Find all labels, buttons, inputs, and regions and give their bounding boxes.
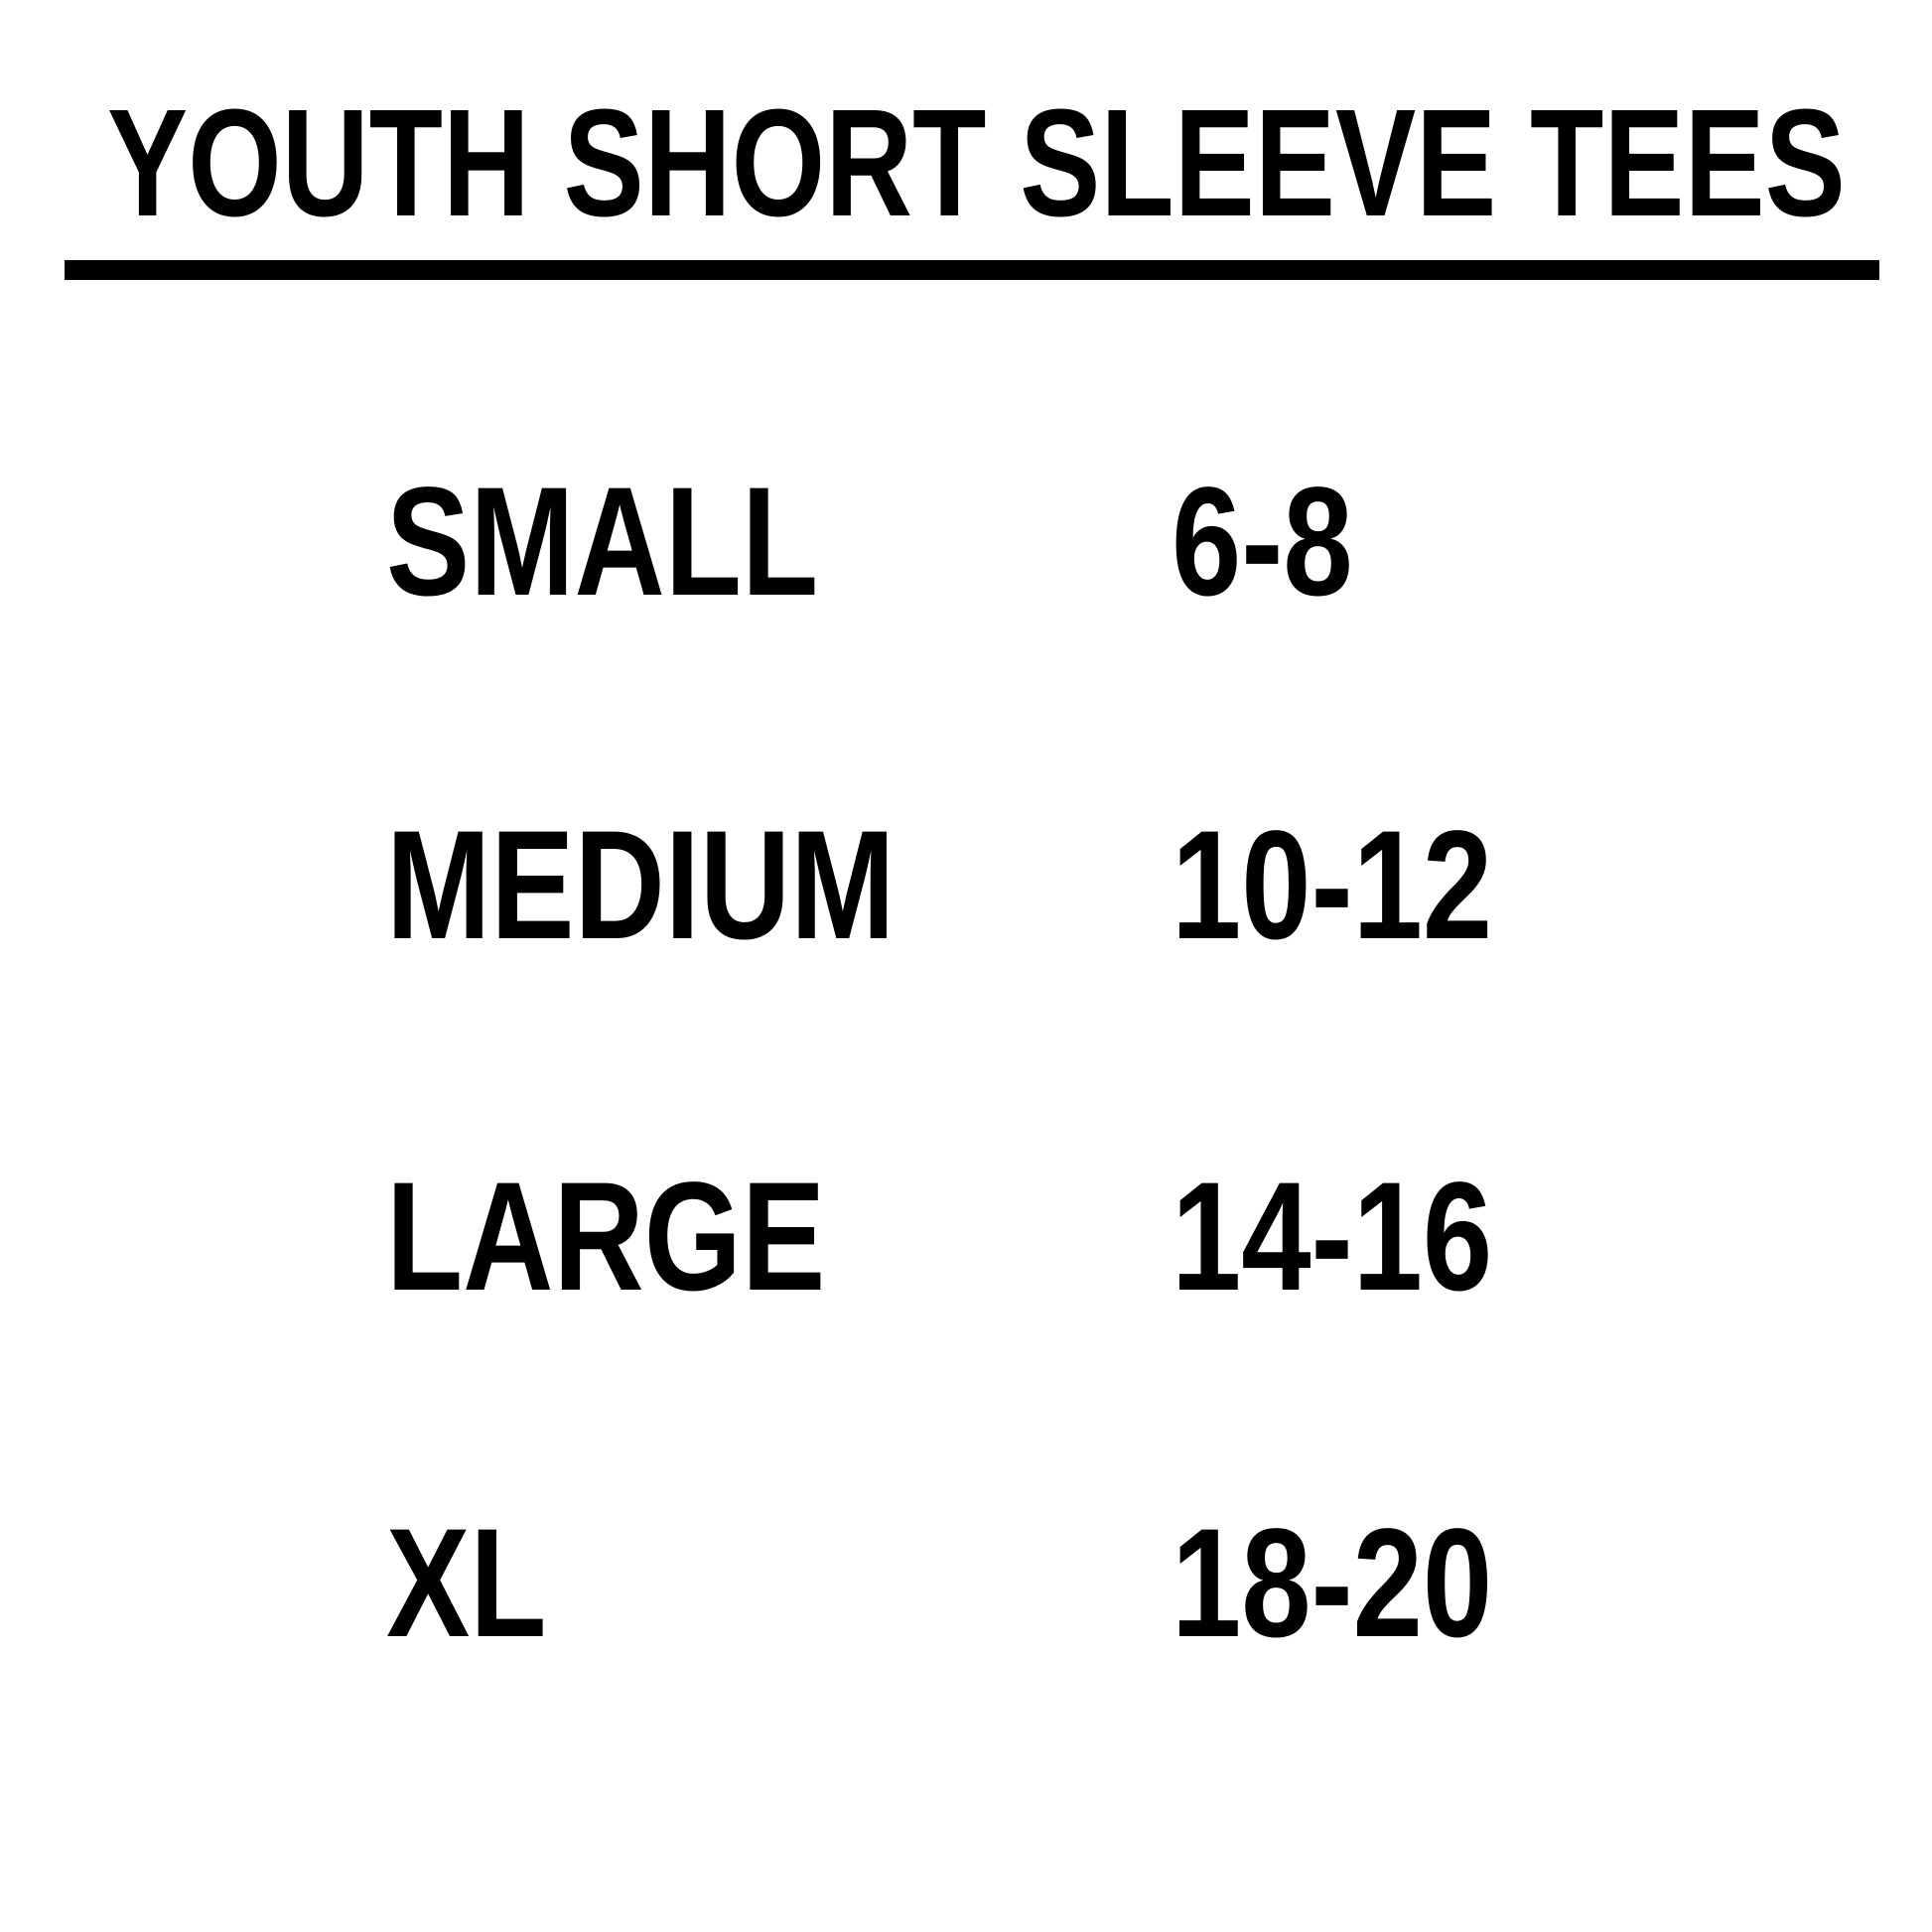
title-underline <box>65 260 1879 280</box>
table-row: MEDIUM 10-12 <box>0 808 1932 967</box>
table-row: LARGE 14-16 <box>0 1160 1932 1318</box>
size-label: MEDIUM <box>386 799 896 972</box>
page-title: YOUTH SHORT SLEEVE TEES <box>107 77 1846 248</box>
size-label: LARGE <box>386 1151 826 1323</box>
size-label: SMALL <box>386 456 819 628</box>
size-range-value: 10-12 <box>1172 799 1493 972</box>
size-range-value: 6-8 <box>1172 456 1353 628</box>
size-range-value: 18-20 <box>1172 1497 1493 1670</box>
size-range-value: 14-16 <box>1172 1151 1493 1323</box>
table-row: XL 18-20 <box>0 1506 1932 1665</box>
table-row: SMALL 6-8 <box>0 465 1932 623</box>
size-label: XL <box>386 1497 547 1670</box>
